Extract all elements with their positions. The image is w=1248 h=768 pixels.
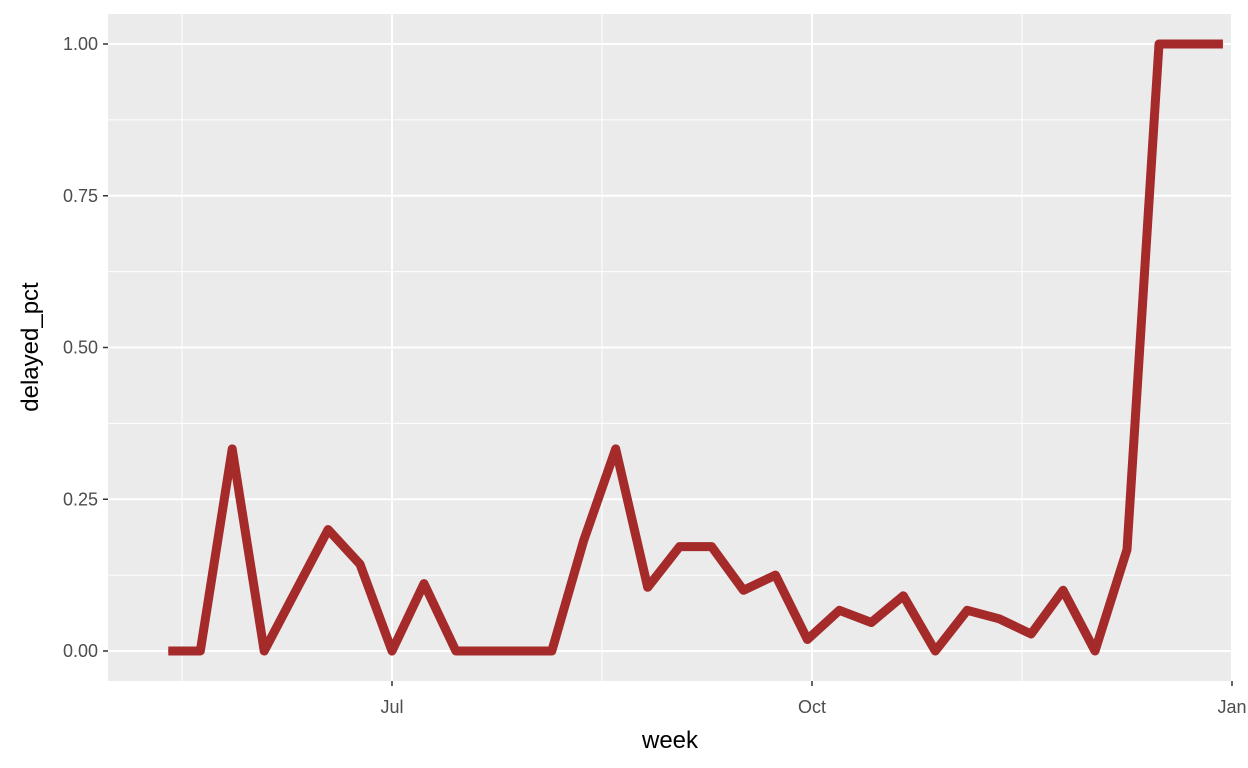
data-point [199,650,201,652]
data-point [1030,633,1032,635]
x-tick-label: Oct [798,697,826,717]
x-tick-label: Jul [380,697,403,717]
data-point [423,583,425,585]
data-point [647,586,649,588]
data-point [998,618,1000,620]
data-point [902,595,904,597]
y-tick-label: 0.75 [63,186,98,206]
data-point [487,650,489,652]
data-point [711,546,713,548]
data-point [551,650,553,652]
x-tick-label: Jan [1217,697,1246,717]
data-point [838,609,840,611]
data-point [1190,43,1192,45]
data-point [774,574,776,576]
y-axis-ticks [103,43,108,652]
data-point [583,540,585,542]
data-point [679,546,681,548]
y-tick-label: 0.00 [63,641,98,661]
y-tick-label: 1.00 [63,34,98,54]
x-axis-ticks [391,681,1233,686]
data-point [1062,589,1064,591]
data-point [391,650,393,652]
data-point [966,609,968,611]
major-gridlines [108,14,1233,681]
data-point [1158,43,1160,45]
data-point [1094,650,1096,652]
data-point [455,650,457,652]
data-points [167,43,1224,652]
y-axis-title: delayed_pct [17,282,44,412]
data-point [743,589,745,591]
data-point [870,621,872,623]
y-tick-label: 0.50 [63,338,98,358]
x-axis-title: week [641,727,699,754]
series-line [168,39,1223,656]
data-point [231,448,233,450]
data-point [359,563,361,565]
y-axis-tick-labels: 0.00 0.25 0.50 0.75 1.00 [63,34,98,661]
data-point [263,650,265,652]
x-axis-tick-labels: Jul Oct Jan [380,697,1246,717]
data-point [519,650,521,652]
y-tick-label: 0.25 [63,489,98,509]
data-point [1222,43,1224,45]
data-point [806,638,808,640]
data-point [295,589,297,591]
data-point [167,650,169,652]
data-point [615,448,617,450]
data-point [327,529,329,531]
data-point [1126,549,1128,551]
data-point [934,650,936,652]
